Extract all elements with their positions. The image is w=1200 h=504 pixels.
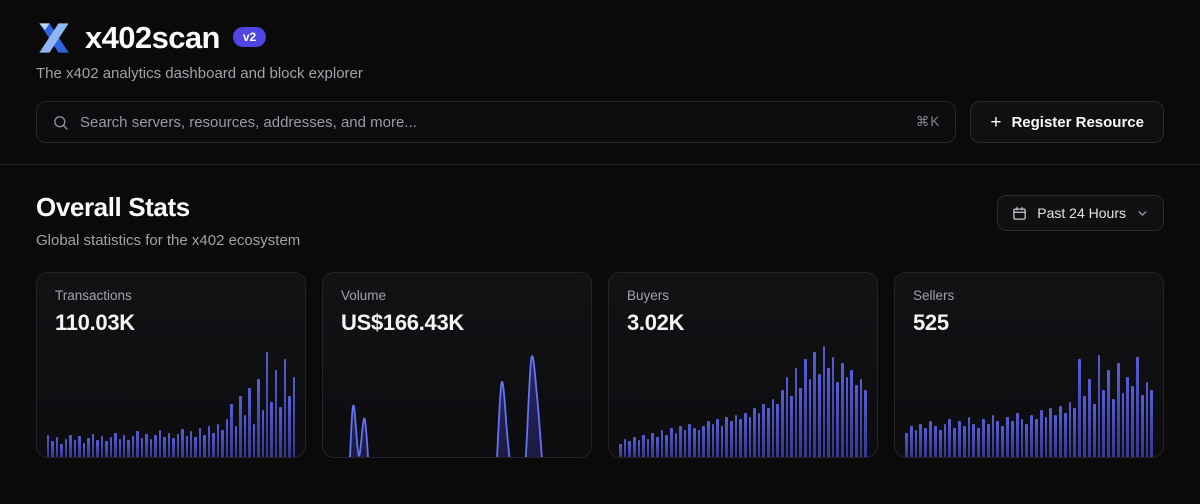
stat-value: 525 — [913, 310, 949, 335]
header-divider — [0, 164, 1200, 165]
search-input[interactable] — [80, 113, 905, 131]
register-resource-label: Register Resource — [1011, 113, 1144, 131]
stat-label: Volume — [341, 288, 387, 303]
card-top: Transactions 110.03K — [37, 273, 305, 336]
stat-value: US$166.43K — [341, 310, 464, 335]
stats-subtitle: Global statistics for the x402 ecosystem — [36, 232, 301, 249]
card-top: Buyers 3.02K — [609, 273, 877, 336]
chevron-down-icon — [1138, 210, 1147, 216]
overall-stats-section: Overall Stats Global statistics for the … — [36, 192, 1164, 458]
stat-value: 3.02K — [627, 310, 685, 335]
stats-header: Overall Stats Global statistics for the … — [36, 192, 1164, 249]
search-shortcut: ⌘K — [915, 114, 941, 129]
sellers-sparkline-chart — [895, 346, 1163, 457]
x402scan-logo-icon — [36, 20, 72, 56]
stats-title: Overall Stats — [36, 192, 190, 222]
stat-label: Transactions — [55, 288, 132, 303]
app-title: x402scan — [85, 20, 220, 55]
search-icon — [54, 115, 68, 130]
stat-card-transactions: Transactions 110.03K — [36, 272, 306, 458]
plus-icon: + — [990, 111, 1002, 133]
transactions-sparkline-chart — [37, 346, 305, 457]
version-badge: v2 — [232, 27, 267, 47]
stat-value: 110.03K — [55, 310, 135, 335]
card-top: Volume US$166.43K — [323, 273, 591, 336]
x402scan-dashboard: x402scan v2 The x402 analytics dashboard… — [0, 0, 1200, 458]
time-range-label: Past 24 Hours — [1037, 205, 1126, 221]
app-subtitle: The x402 analytics dashboard and block e… — [36, 65, 363, 82]
search-row: ⌘K + Register Resource — [36, 101, 1164, 143]
stats-heading-group: Overall Stats Global statistics for the … — [36, 192, 300, 249]
stat-cards: Transactions 110.03K Volume US$166.43K B… — [36, 272, 1164, 458]
card-top: Sellers 525 — [895, 273, 1163, 336]
stat-label: Buyers — [627, 288, 670, 303]
calendar-icon — [1013, 206, 1027, 220]
stat-card-volume: Volume US$166.43K — [322, 272, 592, 458]
buyers-sparkline-chart — [609, 346, 877, 457]
time-range-dropdown[interactable]: Past 24 Hours — [997, 195, 1164, 231]
stat-label: Sellers — [913, 288, 955, 303]
header: x402scan v2 The x402 analytics dashboard… — [36, 0, 1164, 143]
stat-card-buyers: Buyers 3.02K — [608, 272, 878, 458]
search-box[interactable]: ⌘K — [36, 101, 957, 143]
register-resource-button[interactable]: + Register Resource — [970, 101, 1164, 143]
brand-row: x402scan v2 — [36, 0, 1164, 56]
stat-card-sellers: Sellers 525 — [894, 272, 1164, 458]
volume-sparkline-chart — [323, 346, 591, 457]
